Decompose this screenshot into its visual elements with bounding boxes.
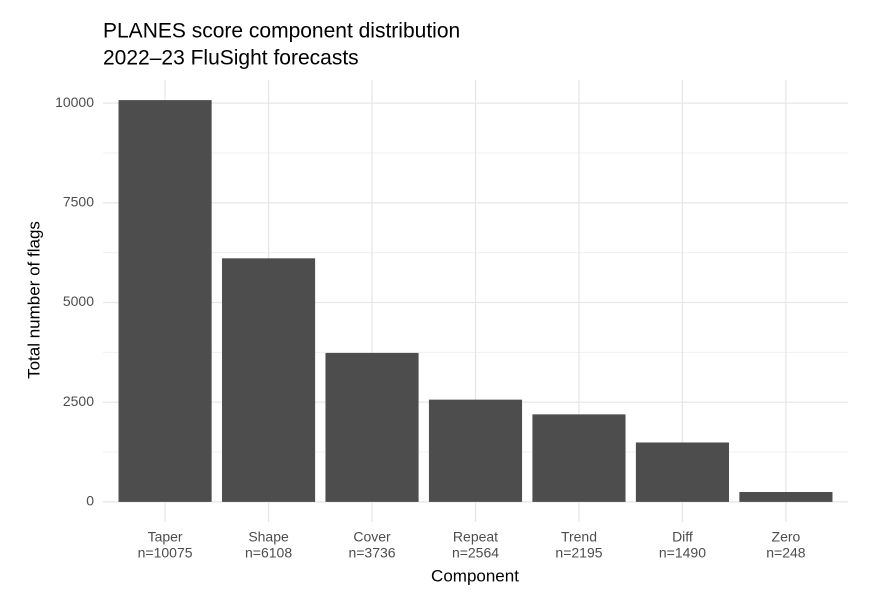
x-tick-label: Shape xyxy=(248,529,289,545)
x-tick-label: Repeat xyxy=(453,529,498,545)
bar xyxy=(118,100,212,502)
y-tick-label: 0 xyxy=(86,493,94,509)
x-tick-count-label: n=2564 xyxy=(452,545,499,561)
x-tick-label: Trend xyxy=(561,529,597,545)
x-tick-label: Zero xyxy=(772,529,801,545)
y-tick-label: 10000 xyxy=(55,94,94,110)
x-tick-count-label: n=248 xyxy=(766,545,806,561)
chart-subtitle: 2022–23 FluSight forecasts xyxy=(103,47,359,70)
y-axis-title: Total number of flags xyxy=(24,221,43,379)
y-tick-label: 2500 xyxy=(63,393,94,409)
x-tick-count-label: n=2195 xyxy=(555,545,602,561)
bar xyxy=(635,442,730,502)
x-tick-label: Cover xyxy=(353,529,391,545)
chart-title: PLANES score component distribution xyxy=(103,20,460,43)
bar xyxy=(221,258,316,502)
bar xyxy=(428,399,523,502)
bar xyxy=(325,352,419,502)
y-tick-label: 7500 xyxy=(63,193,94,209)
x-tick-count-label: n=3736 xyxy=(348,545,395,561)
x-tick-count-label: n=1490 xyxy=(659,545,706,561)
y-tick-label: 5000 xyxy=(63,293,94,309)
x-tick-label: Diff xyxy=(672,529,693,545)
bar xyxy=(532,414,626,502)
x-tick-count-label: n=6108 xyxy=(245,545,292,561)
bar xyxy=(739,492,833,502)
x-axis-title: Component xyxy=(431,566,519,585)
x-tick-label: Taper xyxy=(148,529,183,545)
x-tick-count-label: n=10075 xyxy=(138,545,193,561)
